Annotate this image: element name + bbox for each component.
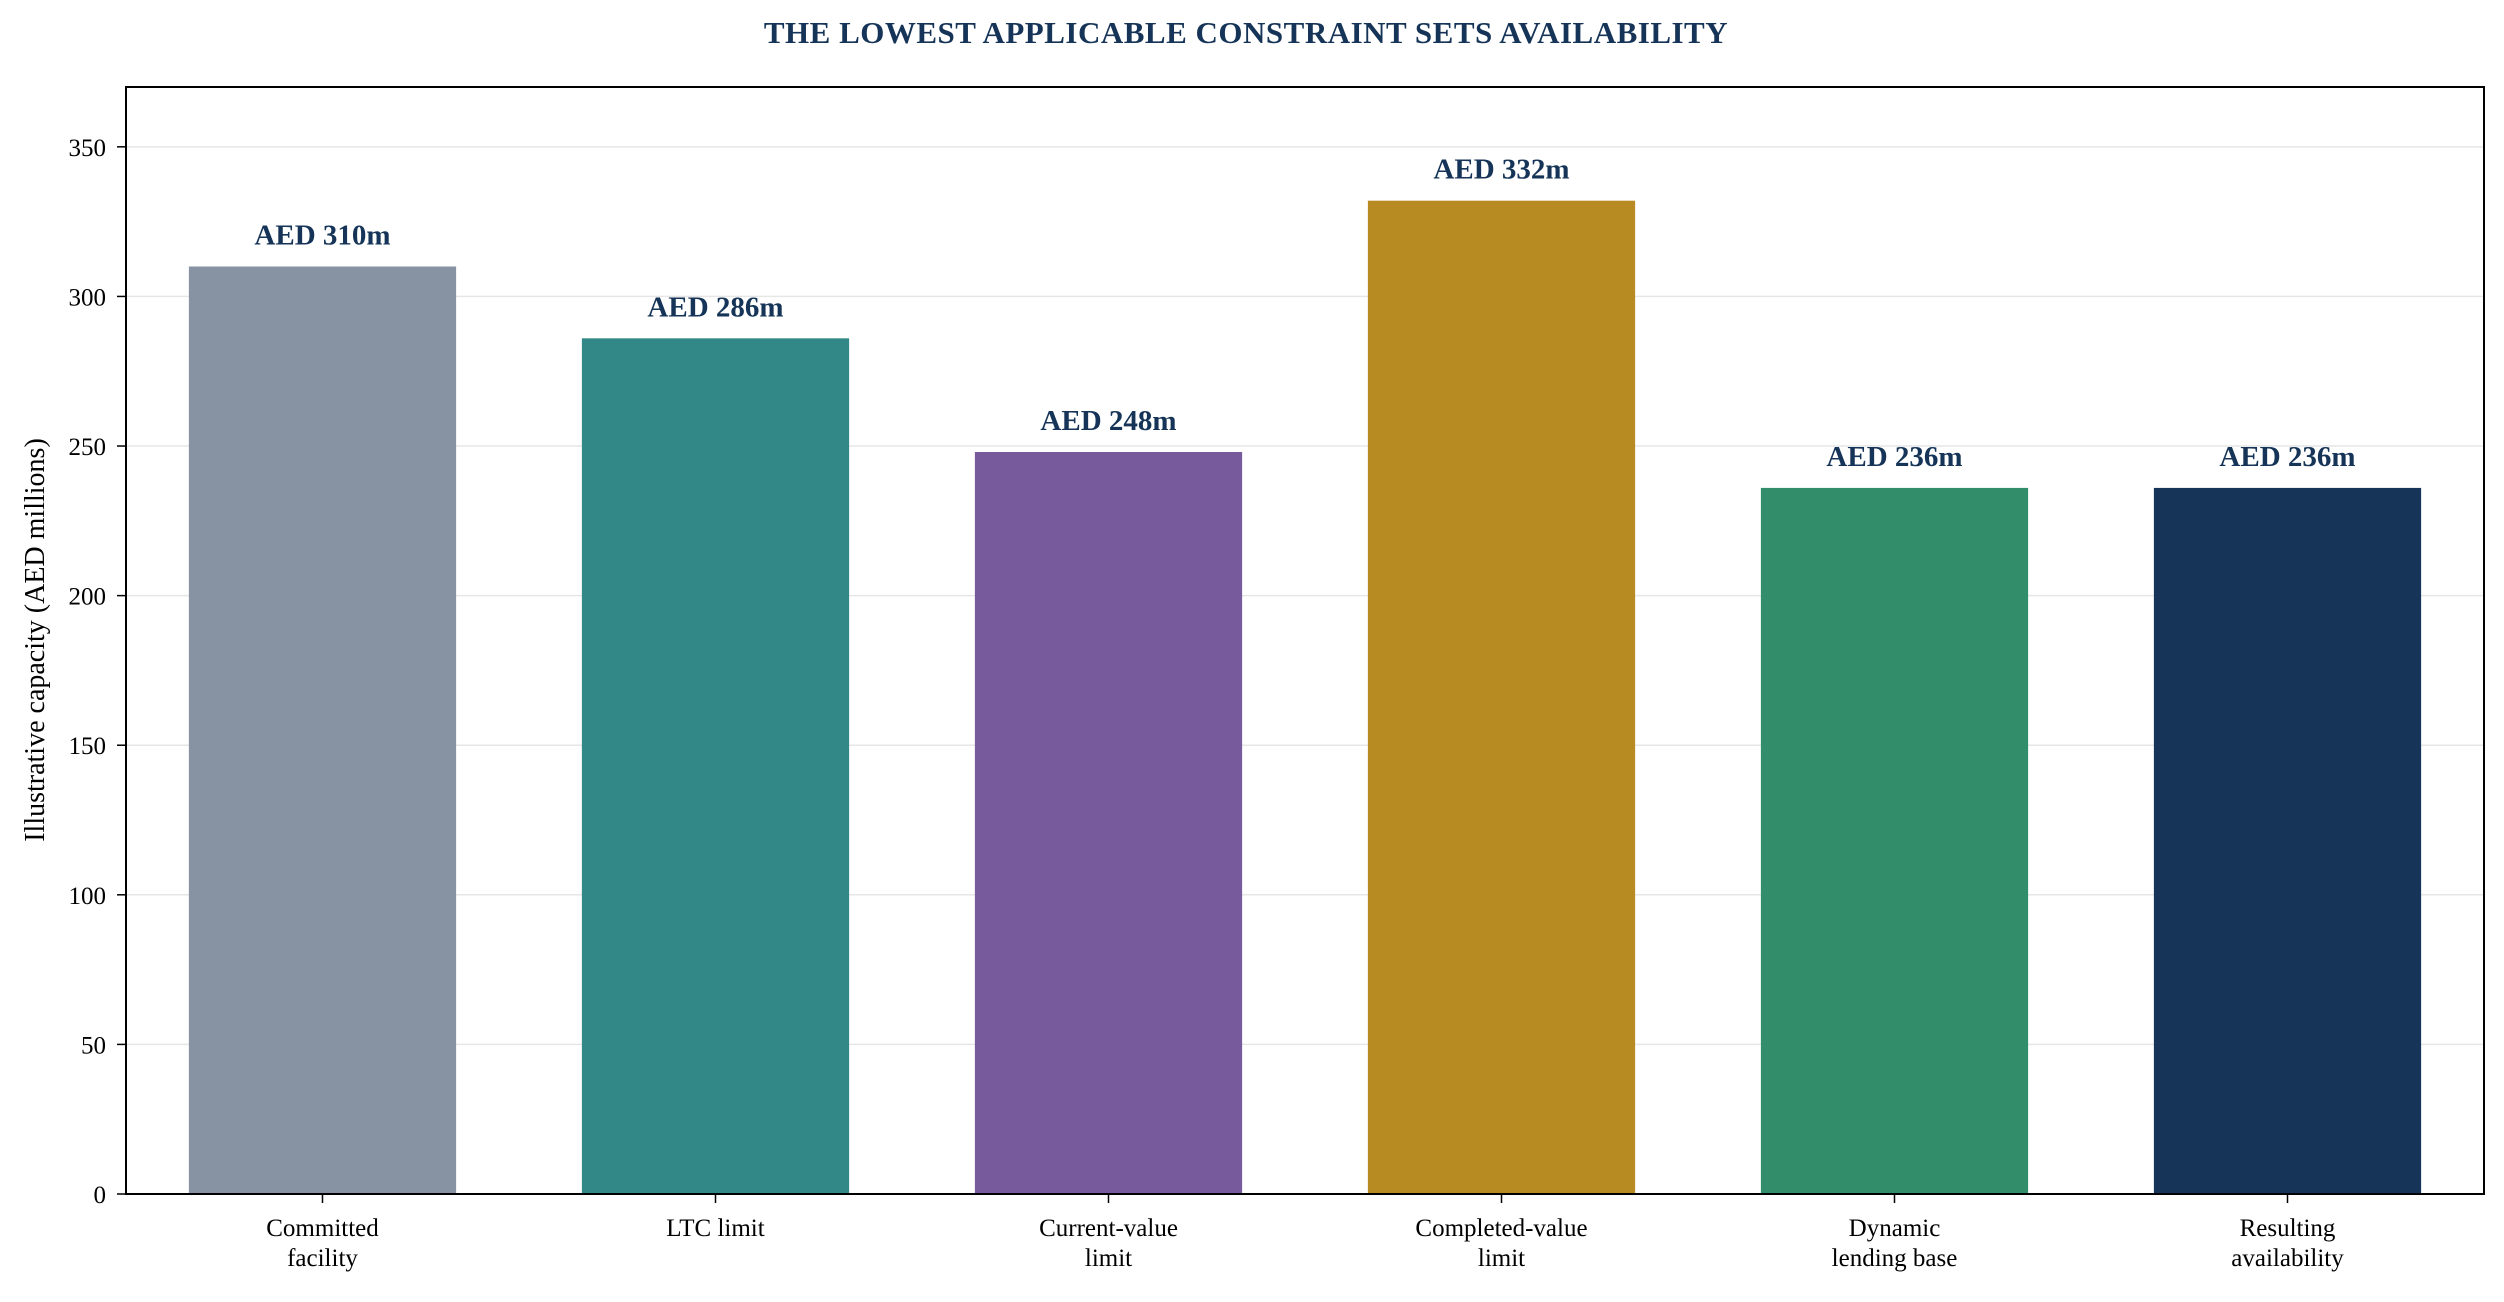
y-tick-label: 300	[69, 284, 107, 311]
bar	[2153, 487, 2422, 1194]
y-tick-label: 200	[69, 584, 107, 611]
x-tick-label: Dynamic lending base	[1832, 1215, 1958, 1272]
x-tick-label: Completed-value limit	[1415, 1215, 1587, 1272]
x-axis: Committed facility LTC limit Current-value l…	[266, 1194, 2344, 1272]
y-tick-label: 50	[81, 1032, 106, 1059]
bar	[974, 452, 1243, 1194]
bar-value-label: AED 310m	[254, 220, 390, 252]
bar	[581, 338, 850, 1194]
bar-value-label: AED 236m	[2219, 441, 2355, 473]
y-tick-label: 250	[69, 434, 107, 461]
y-axis-label: Illustrative capacity (AED millions)	[20, 438, 51, 842]
value-labels: AED 310m AED 286m AED 248m AED 332m AED 236m…	[254, 154, 2355, 473]
x-tick-label: LTC limit	[666, 1215, 764, 1242]
bar-value-label: AED 332m	[1433, 154, 1569, 186]
bar-value-label: AED 286m	[647, 291, 783, 323]
y-tick-label: 150	[69, 733, 107, 760]
y-axis: 0 50 100 150 200 250 300 350	[69, 135, 126, 1209]
x-tick-label: Resulting availability	[2231, 1215, 2344, 1272]
x-tick-label: Committed facility	[266, 1215, 379, 1272]
plot-frame	[125, 86, 2485, 1195]
bars	[188, 200, 2422, 1194]
x-tick-label: Current-value limit	[1039, 1215, 1178, 1272]
y-tick-label: 100	[69, 883, 107, 910]
bar	[1760, 487, 2029, 1194]
chart-title: THE LOWEST APPLICABLE CONSTRAINT SETS AV…	[764, 15, 1728, 50]
bar	[188, 266, 457, 1194]
bar-value-label: AED 236m	[1826, 441, 1962, 473]
gridlines	[126, 146, 2484, 1046]
y-tick-label: 0	[94, 1182, 107, 1209]
y-tick-label: 350	[69, 135, 107, 162]
bar-value-label: AED 248m	[1040, 405, 1176, 437]
bar	[1367, 200, 1636, 1194]
